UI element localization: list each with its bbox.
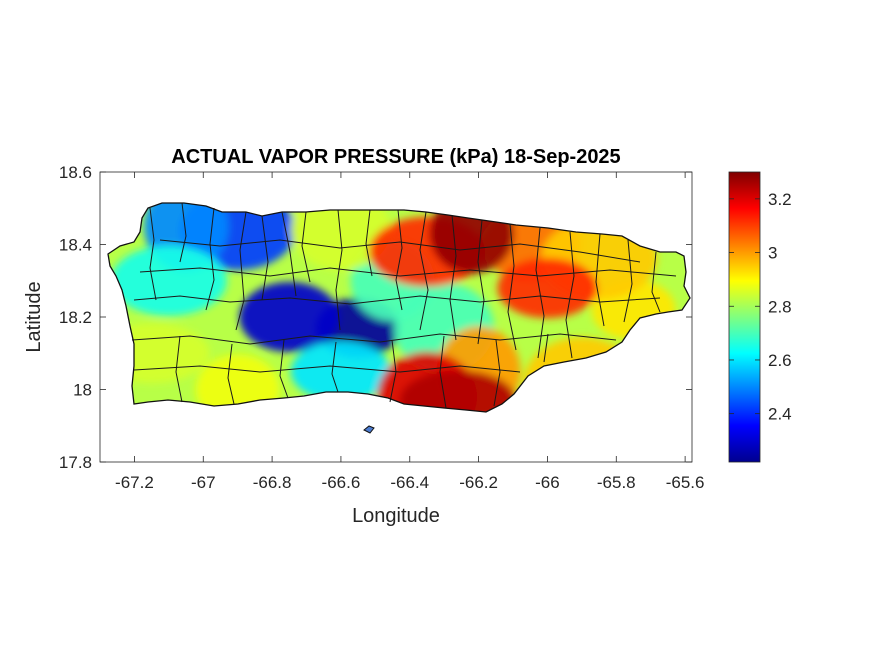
field-blob (290, 341, 391, 402)
municipality-boundary (395, 209, 403, 311)
small-island (363, 425, 375, 434)
island-outline (107, 202, 691, 413)
municipality-boundary (227, 343, 235, 405)
x-tick-label: -66.4 (390, 473, 429, 492)
y-axis-label: Latitude (23, 281, 45, 352)
x-tick-label: -66 (535, 473, 560, 492)
municipality-boundary (565, 231, 575, 359)
y-tick-label: 18 (73, 381, 92, 400)
municipality-boundary (331, 341, 339, 393)
colorbar-tick-label: 2.8 (768, 297, 792, 316)
municipality-boundary (205, 207, 215, 311)
municipality-boundary (493, 339, 501, 407)
x-tick-label: -65.8 (597, 473, 636, 492)
x-axis-label: Longitude (352, 505, 440, 527)
field-blob (497, 258, 598, 318)
municipality-boundary (131, 333, 617, 345)
y-tick-label: 17.8 (59, 453, 92, 472)
municipality-boundary (535, 227, 545, 359)
colorbar-tick-label: 3.2 (768, 190, 792, 209)
municipality-boundary (149, 207, 157, 301)
field-blob (110, 245, 227, 316)
municipality-boundary (301, 211, 311, 283)
chart-title: ACTUAL VAPOR PRESSURE (kPa) 18-Sep-2025 (171, 146, 620, 168)
municipality-boundaries (131, 202, 677, 409)
municipality-boundary (623, 239, 633, 323)
field-blob (400, 370, 516, 412)
colorbar-tick-label: 3 (768, 244, 777, 263)
municipality-boundary (133, 295, 661, 305)
municipality-boundary (389, 339, 397, 403)
municipality-boundary (139, 267, 677, 277)
colorbar-tick-label: 2.4 (768, 405, 792, 424)
municipality-boundary (133, 365, 521, 373)
x-tick-label: -65.6 (666, 473, 705, 492)
field-blob (239, 282, 340, 352)
municipality-boundary (235, 211, 247, 331)
municipality-boundary (365, 209, 373, 277)
municipality-boundary (281, 211, 297, 297)
y-axis-ticks: 17.8 18 18.2 18.4 18.6 (59, 163, 692, 472)
x-axis-ticks: -67.2 -67 -66.8 -66.6 -66.4 -66.2 -66 -65.8 -65.… (115, 172, 704, 492)
municipality-boundary (449, 214, 457, 341)
y-tick-label: 18.6 (59, 163, 92, 182)
colorbar (728, 171, 761, 463)
municipality-boundary (543, 333, 549, 363)
municipality-boundary (335, 209, 343, 331)
colorbar-tick-label: 2.6 (768, 351, 792, 370)
municipality-boundary (175, 335, 183, 403)
municipality-boundary (595, 233, 605, 327)
y-tick-label: 18.2 (59, 308, 92, 327)
x-tick-label: -66.6 (322, 473, 361, 492)
municipality-boundary (477, 219, 485, 345)
municipality-boundary (651, 251, 661, 313)
municipality-boundary (279, 339, 289, 399)
municipality-boundary (261, 215, 269, 301)
y-tick-label: 18.4 (59, 236, 92, 255)
municipality-boundary (419, 211, 429, 331)
municipality-boundary (159, 239, 641, 263)
x-tick-label: -66.8 (253, 473, 292, 492)
x-tick-label: -67.2 (115, 473, 154, 492)
x-tick-label: -66.2 (459, 473, 498, 492)
municipality-boundary (439, 335, 447, 409)
municipality-boundary (179, 202, 187, 263)
x-tick-label: -67 (191, 473, 216, 492)
colorbar-ticks: 2.4 2.6 2.8 3 3.2 (729, 190, 792, 424)
